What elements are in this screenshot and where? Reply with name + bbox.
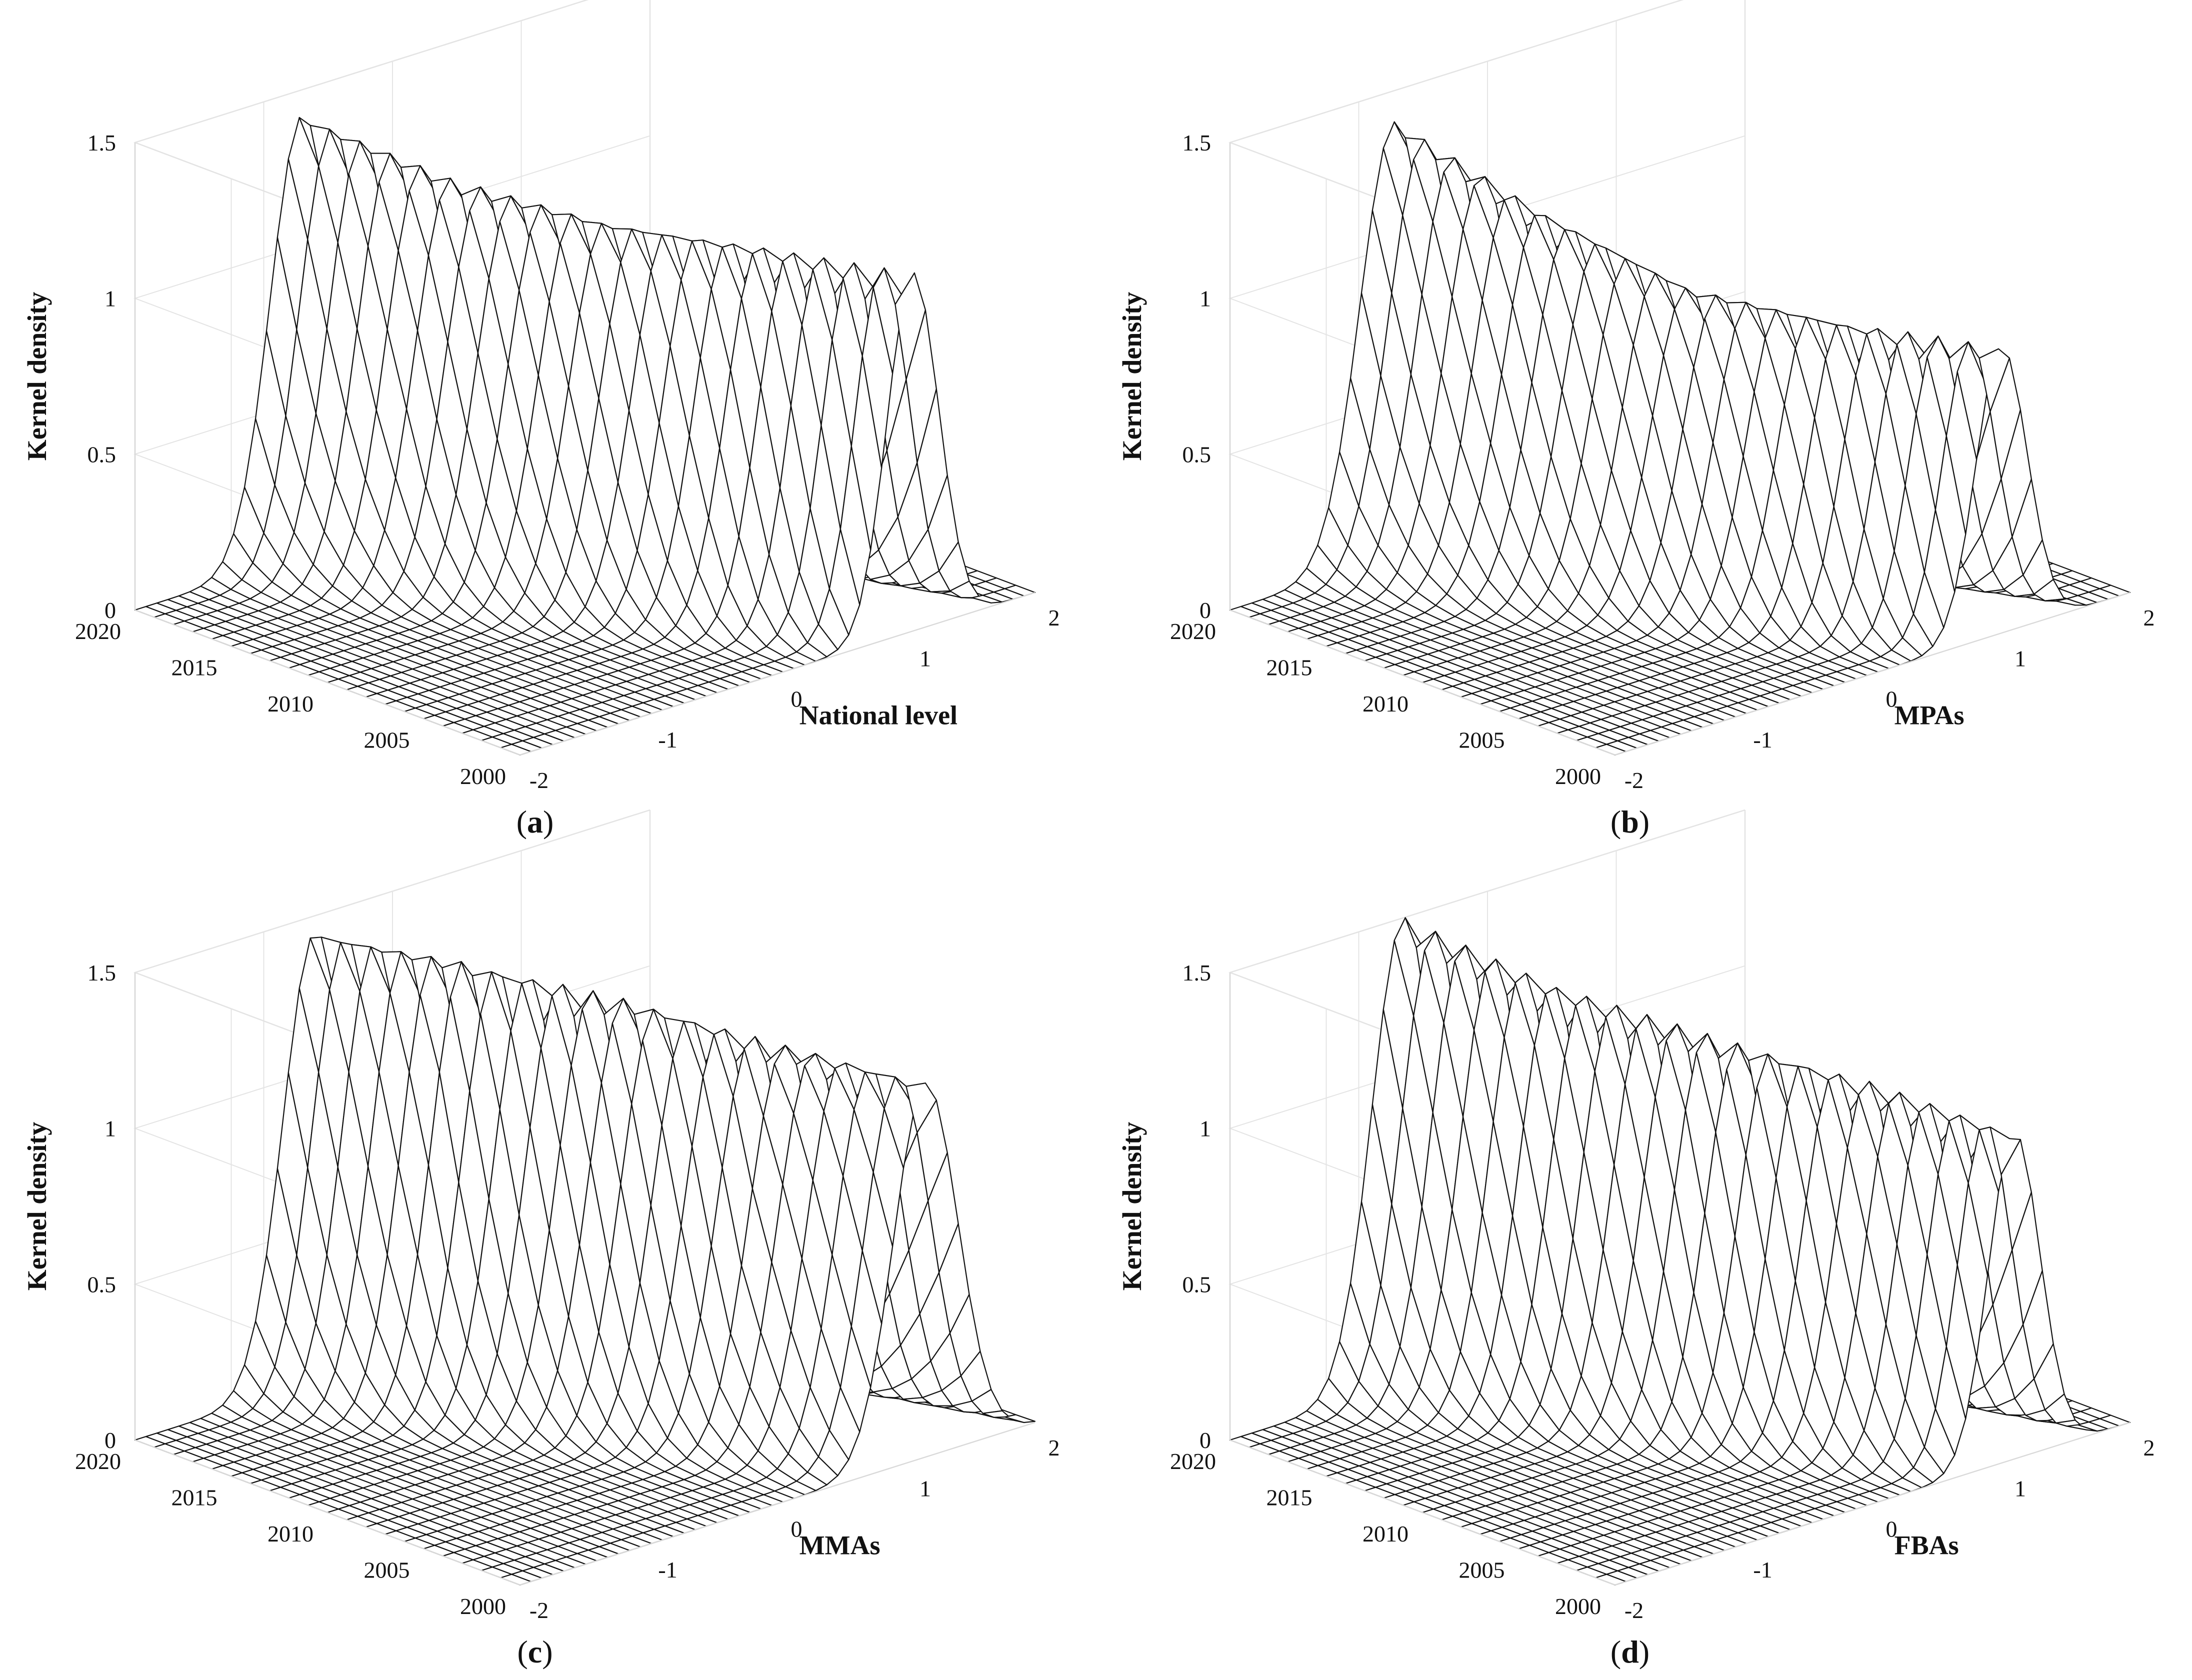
x-tick-label: 2 [2144, 605, 2155, 630]
z-tick-label: 1.5 [88, 960, 116, 986]
z-tick-label: 1 [1200, 286, 1211, 312]
y-tick-label: 2000 [1555, 764, 1601, 789]
y-tick-label: 2010 [1362, 1521, 1408, 1546]
panel-caption: (d) [1610, 1634, 1650, 1670]
z-tick-label: 1.5 [88, 130, 116, 156]
x-tick-label: -1 [658, 727, 677, 752]
density-surface [134, 116, 1036, 756]
y-tick-label: 2000 [1555, 1594, 1601, 1619]
panel-caption: (c) [517, 1634, 552, 1670]
axis-lines [134, 142, 1036, 756]
x-tick-label: -1 [1753, 1557, 1772, 1582]
chart-panel-d: -2-10122000200520102015202000.511.5FBAsK… [1117, 809, 2155, 1670]
x-axis-label: FBAs [1894, 1530, 1959, 1560]
x-tick-label: -2 [1624, 1598, 1644, 1623]
x-tick-label: 1 [920, 646, 931, 671]
x-axis-label: National level [800, 700, 958, 730]
y-tick-label: 2015 [172, 1485, 218, 1510]
z-axis-label: Kernel density [1117, 292, 1147, 460]
z-tick-label: 0.5 [88, 1272, 116, 1297]
axis-lines [1229, 972, 2130, 1586]
density-surface [1229, 121, 2131, 756]
chart-panel-b: -2-10122000200520102015202000.511.5MPAsK… [1117, 0, 2155, 840]
x-tick-label: 0 [791, 686, 802, 712]
y-tick-label: 2015 [172, 655, 218, 680]
x-tick-label: 2 [1048, 1435, 1060, 1460]
z-tick-label: 0 [104, 1428, 116, 1453]
y-tick-label: 2010 [268, 1521, 314, 1546]
z-axis-label: Kernel density [22, 292, 52, 460]
x-axis-label: MMAs [800, 1530, 880, 1560]
z-tick-label: 0 [1200, 598, 1211, 623]
x-tick-label: 1 [920, 1476, 931, 1501]
density-surface [1229, 917, 2131, 1586]
y-tick-label: 2000 [460, 1594, 506, 1619]
z-axis-label: Kernel density [22, 1122, 52, 1290]
y-tick-label: 2005 [1459, 728, 1505, 753]
x-axis-label: MPAs [1894, 700, 1964, 730]
y-tick-label: 2020 [1170, 618, 1216, 644]
x-tick-label: 0 [1886, 686, 1898, 712]
y-tick-label: 2020 [75, 1448, 121, 1474]
y-tick-label: 2020 [1170, 1448, 1216, 1474]
z-axis-label: Kernel density [1117, 1122, 1147, 1290]
z-tick-label: 1.5 [1182, 130, 1212, 156]
axis-lines [1229, 142, 2130, 756]
x-tick-label: 1 [2014, 646, 2026, 671]
z-tick-label: 0 [104, 598, 116, 623]
y-tick-label: 2000 [460, 764, 506, 789]
chart-panel-c: -2-10122000200520102015202000.511.5MMAsK… [22, 809, 1060, 1670]
y-tick-label: 2005 [1459, 1558, 1505, 1583]
chart-panel-a: -2-10122000200520102015202000.511.5Natio… [22, 0, 1060, 840]
x-tick-label: 1 [2014, 1476, 2026, 1501]
x-tick-label: 0 [1886, 1516, 1898, 1542]
y-tick-label: 2005 [364, 728, 410, 753]
z-tick-label: 1.5 [1182, 960, 1212, 986]
density-surface [134, 936, 1036, 1586]
y-tick-label: 2020 [75, 618, 121, 644]
y-tick-label: 2015 [1266, 1485, 1312, 1510]
panel-caption: (a) [516, 804, 554, 840]
x-tick-label: -2 [530, 1598, 548, 1623]
z-tick-label: 1 [104, 286, 116, 312]
x-tick-label: 2 [1048, 605, 1060, 630]
x-tick-label: -2 [530, 768, 548, 793]
z-tick-label: 0 [1200, 1428, 1211, 1453]
x-tick-label: -2 [1624, 768, 1644, 793]
z-tick-label: 1 [1200, 1116, 1211, 1142]
z-tick-label: 0.5 [1182, 442, 1212, 467]
y-tick-label: 2010 [268, 691, 314, 716]
y-tick-label: 2005 [364, 1558, 410, 1583]
y-tick-label: 2015 [1266, 655, 1312, 680]
panel-caption: (b) [1610, 804, 1650, 840]
x-tick-label: 2 [2144, 1435, 2155, 1460]
y-tick-label: 2010 [1362, 691, 1408, 716]
z-tick-label: 0.5 [88, 442, 116, 467]
x-tick-label: -1 [1753, 727, 1772, 752]
x-tick-label: -1 [658, 1557, 677, 1582]
z-tick-label: 1 [104, 1116, 116, 1142]
axis-lines [134, 972, 1036, 1586]
x-tick-label: 0 [791, 1516, 802, 1542]
z-tick-label: 0.5 [1182, 1272, 1212, 1297]
